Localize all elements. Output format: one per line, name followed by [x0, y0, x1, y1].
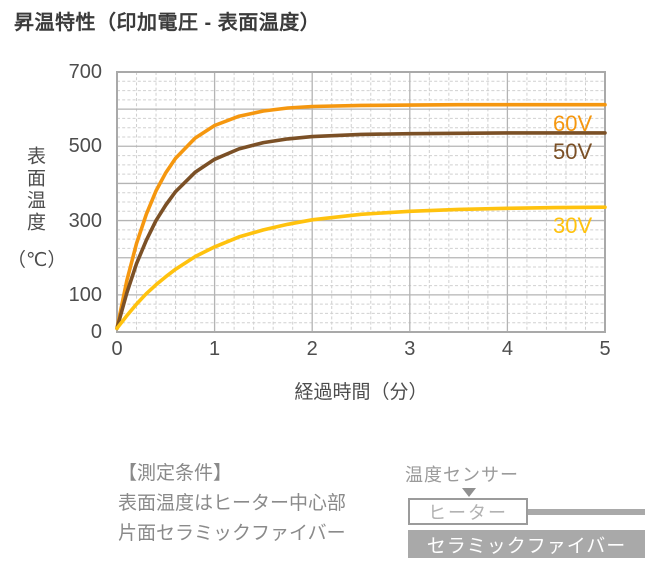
y-tick-label: 500: [68, 135, 102, 158]
ceramic-fiber-label: セラミックファイバー: [426, 535, 627, 557]
chart-title: 昇温特性（印加電圧 - 表面温度）: [14, 12, 321, 34]
conditions-line-1: 表面温度はヒーター中心部: [118, 493, 347, 514]
y-tick-label: 100: [68, 283, 102, 306]
series-line-60v: [115, 102, 607, 331]
x-tick-label: 1: [209, 338, 221, 360]
plot-border: [116, 71, 606, 333]
temperature-sensor-label: 温度センサー: [405, 465, 519, 485]
conditions-heading: 【測定条件】: [118, 463, 233, 484]
series-label-60v: 60V: [553, 110, 593, 136]
y-axis-unit-label: （℃）: [7, 250, 67, 271]
ceramic-fiber-box: セラミックファイバー: [408, 530, 645, 558]
y-tick-label: 300: [68, 209, 102, 232]
series-label-50v: 50V: [553, 138, 593, 164]
x-tick-label: 2: [306, 338, 318, 360]
y-axis-label: 表面温度: [24, 146, 45, 234]
heater-box: ヒーター: [408, 498, 528, 525]
y-tick-label: 0: [90, 321, 102, 343]
x-tick-label: 4: [501, 338, 513, 360]
measurement-conditions: 【測定条件】 表面温度はヒーター中心部 片面セラミックファイバー: [118, 459, 346, 549]
heater-label: ヒーター: [428, 502, 508, 523]
x-tick-label: 3: [404, 338, 416, 360]
x-axis-label: 経過時間（分）: [294, 382, 428, 403]
heater-lead-line: [528, 509, 645, 515]
series-line-50v: [115, 131, 607, 331]
series-label-30v: 30V: [553, 213, 593, 239]
conditions-line-2: 片面セラミックファイバー: [118, 523, 346, 544]
plot-area: [115, 71, 607, 333]
series-line-30v: [115, 205, 607, 331]
x-tick-label: 0: [111, 338, 123, 360]
y-tick-label: 700: [68, 61, 102, 83]
x-tick-label: 5: [599, 338, 611, 360]
sensor-arrow-icon: [462, 488, 476, 497]
